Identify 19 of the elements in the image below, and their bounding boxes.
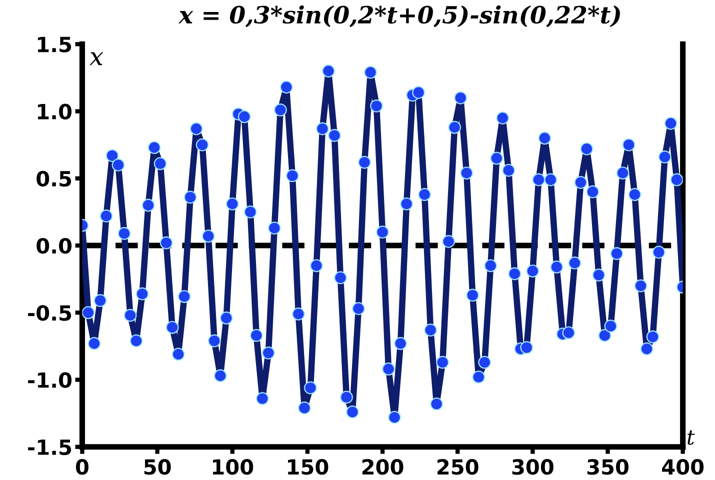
x-axis-title: t bbox=[688, 430, 695, 445]
x-tick-label: 50 bbox=[144, 459, 171, 475]
y-tick-label: 0.5 bbox=[36, 170, 72, 187]
y-tick-label: 0.0 bbox=[36, 238, 72, 254]
y-tick-label: -1.5 bbox=[28, 440, 72, 456]
y-tick-label: 1.5 bbox=[38, 36, 72, 52]
x-tick-label: 250 bbox=[438, 459, 478, 475]
x-tick-label: 100 bbox=[212, 459, 254, 475]
x-tick-label: 300 bbox=[512, 459, 554, 475]
y-tick-label: 1.0 bbox=[38, 104, 72, 120]
y-axis-title: x bbox=[90, 52, 104, 66]
y-tick-label: -1.0 bbox=[28, 372, 72, 388]
x-tick-label: 200 bbox=[362, 459, 404, 475]
x-tick-label: 350 bbox=[587, 459, 628, 475]
chart-title: x = 0,3*sin(0,2*t+0,5)-sin(0,22*t) bbox=[178, 5, 620, 28]
x-tick-label: 400 bbox=[662, 459, 704, 475]
x-tick-label: 0 bbox=[76, 459, 88, 475]
y-tick-label: -0.5 bbox=[28, 305, 72, 321]
x-tick-label: 150 bbox=[288, 459, 328, 475]
